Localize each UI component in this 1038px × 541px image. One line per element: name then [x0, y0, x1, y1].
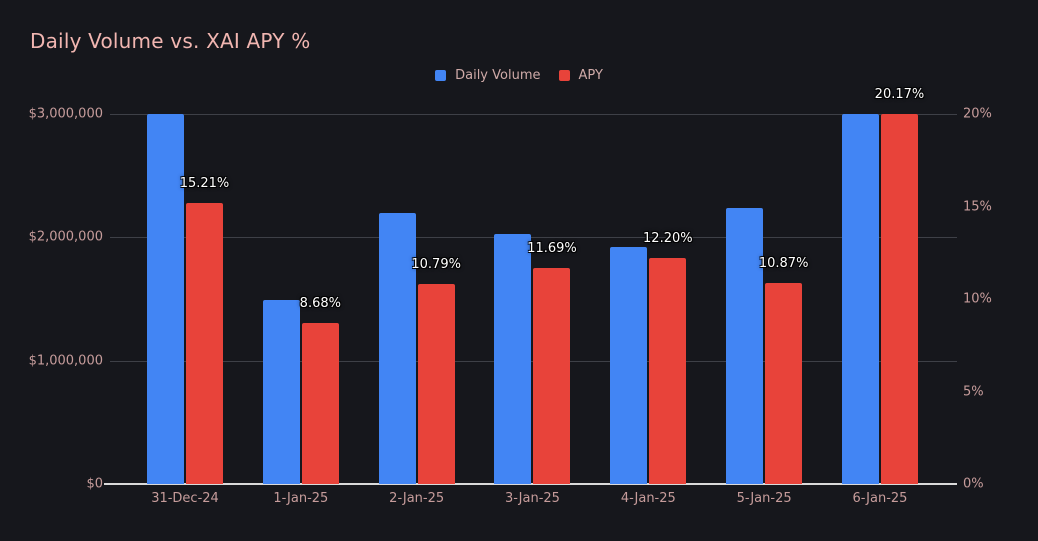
- legend-label-apy: APY: [578, 68, 603, 83]
- left-axis-label: $1,000,000: [28, 353, 103, 369]
- apy-data-label: 10.87%: [758, 255, 809, 271]
- left-axis-label: $3,000,000: [28, 106, 103, 122]
- right-axis-label: 0%: [963, 476, 984, 492]
- bar-apy: [417, 284, 455, 484]
- apy-data-label: 15.21%: [179, 175, 230, 191]
- bar-daily-volume: [262, 300, 300, 484]
- bar-apy: [533, 267, 571, 484]
- gridline: [110, 114, 957, 115]
- legend: Daily Volume APY: [0, 68, 1038, 83]
- x-axis-label: 1-Jan-25: [273, 491, 329, 506]
- bar-daily-volume: [726, 207, 764, 484]
- left-axis-label: $0: [86, 476, 103, 492]
- legend-item-apy: APY: [558, 68, 603, 83]
- plot-area: 15.21% 8.68% 10.79% 11.69% 12.20% 10.87% 20.17…: [104, 87, 957, 485]
- apy-data-label: 20.17%: [874, 87, 925, 102]
- x-axis-label: 31-Dec-24: [151, 491, 219, 506]
- bar-apy: [186, 202, 223, 484]
- apy-data-label: 10.79%: [411, 257, 461, 273]
- bar-apy: [880, 114, 918, 484]
- bar-apy: [649, 258, 687, 484]
- left-axis-label: $2,000,000: [28, 229, 103, 245]
- bar-apy: [301, 323, 339, 484]
- apy-data-label: 12.20%: [643, 231, 693, 247]
- apy-data-label: 11.69%: [527, 240, 577, 256]
- right-axis-label: 5%: [963, 384, 984, 399]
- chart-title: Daily Volume vs. XAI APY %: [30, 29, 311, 53]
- legend-label-daily-volume: Daily Volume: [455, 68, 541, 83]
- x-axis-label: 5-Jan-25: [736, 491, 792, 506]
- legend-item-daily-volume: Daily Volume: [435, 68, 541, 83]
- apy-data-label: 8.68%: [299, 296, 341, 312]
- bar-daily-volume: [841, 114, 879, 484]
- x-axis-line: [104, 483, 957, 485]
- x-axis-label: 3-Jan-25: [505, 491, 560, 506]
- x-axis-label: 2-Jan-25: [389, 491, 445, 506]
- bar-daily-volume: [610, 247, 648, 484]
- legend-swatch-apy-icon: [558, 70, 570, 81]
- x-axis-label: 4-Jan-25: [620, 491, 676, 506]
- bar-daily-volume: [378, 212, 416, 484]
- x-axis-label: 6-Jan-25: [852, 491, 908, 506]
- right-axis-label: 15%: [963, 199, 992, 214]
- right-axis-label: 10%: [963, 291, 992, 307]
- gridline: [110, 237, 957, 239]
- bar-daily-volume: [494, 233, 532, 484]
- bar-apy: [765, 282, 803, 484]
- legend-swatch-daily-volume-icon: [435, 70, 447, 81]
- bar-daily-volume: [147, 114, 184, 484]
- right-axis-label: 20%: [963, 106, 992, 122]
